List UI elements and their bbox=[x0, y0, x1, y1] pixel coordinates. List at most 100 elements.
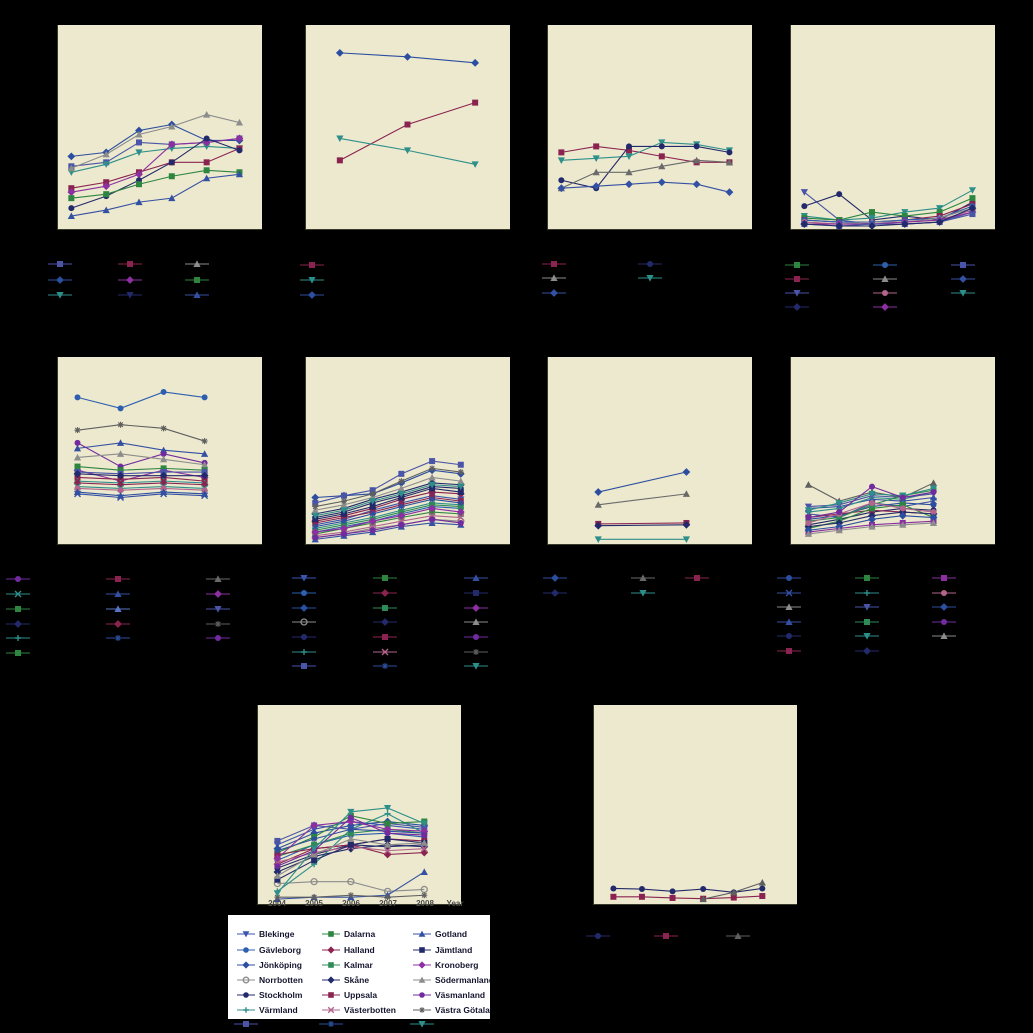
county-label: Södermanland bbox=[435, 975, 490, 985]
chart-panel-c5 bbox=[57, 357, 262, 545]
legend-marker-c5-0-2 bbox=[6, 606, 30, 612]
county-legend-item: Stockholm bbox=[237, 989, 302, 1001]
legend-marker-c6-2-1 bbox=[464, 590, 488, 596]
chart-panel-c1 bbox=[57, 25, 262, 230]
legend-marker-overflow-1 bbox=[319, 1021, 343, 1027]
chart-panel-c7 bbox=[547, 357, 752, 545]
x-tick-label: 2004 bbox=[268, 899, 286, 908]
county-label: Gotland bbox=[435, 929, 468, 939]
legend-marker-c7-1-0 bbox=[631, 574, 655, 581]
county-marker-icon bbox=[413, 976, 431, 983]
legend-marker-c8-1-0 bbox=[855, 575, 879, 581]
county-label: Dalarna bbox=[344, 929, 376, 939]
county-label: Västra Götaland bbox=[435, 1005, 490, 1015]
legend-marker-c7-0-1 bbox=[543, 589, 567, 597]
legend-marker-c5-1-3 bbox=[106, 620, 130, 628]
legend-marker-c6-1-0 bbox=[373, 575, 397, 581]
legend-marker-c10-2-0 bbox=[726, 932, 750, 939]
legend-marker-c4-0-3 bbox=[785, 303, 809, 311]
legend-marker-c1-0-0 bbox=[48, 261, 72, 267]
county-legend-item: Skåne bbox=[322, 974, 369, 986]
legend-marker-c6-2-3 bbox=[464, 618, 488, 625]
county-legend-item: Uppsala bbox=[322, 989, 377, 1001]
legend-marker-c5-1-4 bbox=[106, 635, 130, 641]
legend-marker-c1-0-1 bbox=[48, 276, 72, 284]
legend-marker-c6-0-1 bbox=[292, 590, 316, 596]
county-label: Norrbotten bbox=[259, 975, 303, 985]
chart-panel-c2 bbox=[305, 25, 510, 230]
legend-marker-c3-0-2 bbox=[542, 289, 566, 297]
county-legend-item: Västerbotten bbox=[322, 1004, 396, 1016]
legend-marker-c4-0-1 bbox=[785, 276, 809, 282]
legend-marker-c6-0-2 bbox=[292, 604, 316, 612]
county-legend-item: Gävleborg bbox=[237, 944, 301, 956]
legend-marker-c8-0-5 bbox=[777, 648, 801, 654]
legend-marker-c7-0-0 bbox=[543, 574, 567, 582]
county-label: Halland bbox=[344, 945, 375, 955]
legend-marker-c4-2-0 bbox=[951, 262, 975, 268]
legend-marker-c8-2-4 bbox=[932, 632, 956, 639]
legend-marker-c7-1-1 bbox=[631, 590, 655, 597]
county-legend-item: Dalarna bbox=[322, 928, 375, 940]
legend-marker-c3-0-0 bbox=[542, 261, 566, 267]
legend-marker-c8-2-1 bbox=[932, 590, 956, 596]
chart-panel-c10 bbox=[593, 705, 797, 905]
county-legend-item: Gotland bbox=[413, 928, 467, 940]
legend-marker-c2-0-2 bbox=[300, 291, 324, 299]
legend-marker-c8-1-5 bbox=[855, 647, 879, 655]
legend-marker-c5-0-5 bbox=[6, 650, 30, 656]
legend-marker-c7-2-0 bbox=[685, 575, 709, 581]
legend-marker-c4-1-2 bbox=[873, 290, 897, 296]
legend-marker-c10-1-0 bbox=[654, 933, 678, 939]
legend-marker-c4-0-0 bbox=[785, 262, 809, 268]
county-marker-icon bbox=[413, 961, 431, 969]
county-legend-item: Halland bbox=[322, 944, 375, 956]
legend-marker-c8-0-1 bbox=[777, 589, 801, 597]
legend-marker-c4-1-3 bbox=[873, 303, 897, 311]
county-legend-item: Värmland bbox=[237, 1004, 298, 1016]
legend-marker-c1-2-1 bbox=[185, 277, 209, 283]
legend-marker-c6-1-3 bbox=[373, 618, 397, 626]
county-marker-icon bbox=[237, 1007, 255, 1013]
legend-marker-c6-1-6 bbox=[373, 663, 397, 669]
legend-marker-c1-1-1 bbox=[118, 276, 142, 284]
county-marker-icon bbox=[237, 992, 255, 998]
legend-marker-c1-2-0 bbox=[185, 260, 209, 267]
legend-marker-c3-1-1 bbox=[638, 275, 662, 282]
county-legend-item: Norrbotten bbox=[237, 974, 303, 986]
legend-marker-c8-0-2 bbox=[777, 603, 801, 610]
legend-marker-c6-0-6 bbox=[292, 663, 316, 669]
county-label: Stockholm bbox=[259, 990, 303, 1000]
legend-marker-c8-0-4 bbox=[777, 633, 801, 639]
county-marker-icon bbox=[322, 931, 340, 937]
legend-marker-overflow-0 bbox=[234, 1021, 258, 1027]
legend-marker-c5-1-1 bbox=[106, 590, 130, 597]
county-legend-box: Blekinge Gävleborg Jönköping Norrbotten Stoc… bbox=[228, 915, 490, 1019]
legend-marker-c2-0-0 bbox=[300, 262, 324, 268]
county-label: Värmland bbox=[259, 1005, 298, 1015]
legend-marker-overflow-2 bbox=[410, 1021, 434, 1028]
county-label: Gävleborg bbox=[259, 945, 302, 955]
legend-marker-c6-0-5 bbox=[292, 649, 316, 655]
legend-marker-c6-0-0 bbox=[292, 575, 316, 582]
x-tick-label: 2005 bbox=[305, 899, 323, 908]
county-label: Kronoberg bbox=[435, 960, 479, 970]
county-marker-icon bbox=[413, 1007, 431, 1013]
chart-panel-c6 bbox=[305, 357, 510, 545]
legend-marker-c8-2-2 bbox=[932, 603, 956, 611]
county-marker-icon bbox=[413, 930, 431, 937]
county-marker-icon bbox=[322, 946, 340, 954]
county-marker-icon bbox=[237, 947, 255, 953]
legend-marker-c4-2-2 bbox=[951, 290, 975, 297]
legend-marker-c5-0-4 bbox=[6, 635, 30, 641]
legend-marker-c5-2-3 bbox=[206, 621, 230, 627]
legend-marker-c6-2-4 bbox=[464, 634, 488, 640]
legend-marker-c6-2-6 bbox=[464, 663, 488, 670]
legend-marker-c8-0-0 bbox=[777, 575, 801, 581]
legend-marker-c6-0-3 bbox=[292, 618, 316, 626]
legend-marker-c8-1-1 bbox=[855, 590, 879, 596]
county-label: Västerbotten bbox=[344, 1005, 396, 1015]
legend-marker-c5-1-2 bbox=[106, 605, 130, 612]
county-label: Jämtland bbox=[435, 945, 473, 955]
